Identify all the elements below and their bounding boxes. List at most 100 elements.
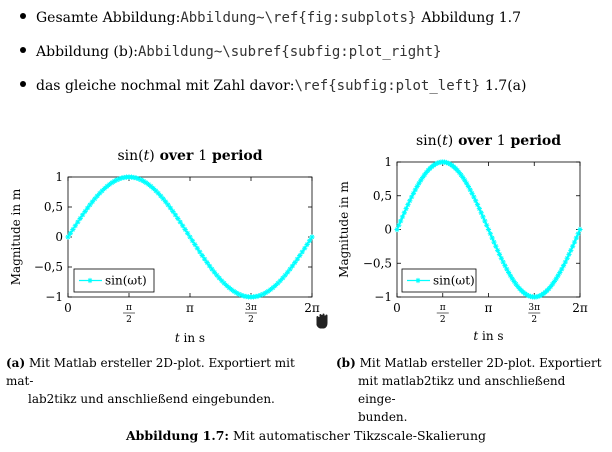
data-point	[99, 188, 105, 194]
data-point	[202, 256, 208, 262]
x-tick-label-denominator: 2	[531, 315, 537, 325]
data-point	[277, 278, 283, 284]
data-point	[398, 218, 404, 224]
x-tick-label: 2π	[572, 301, 588, 315]
x-tick-label-numerator: 3π	[528, 303, 540, 313]
data-point	[473, 198, 479, 204]
data-point	[524, 292, 530, 298]
data-point	[469, 190, 475, 196]
x-axis-label: t in s	[473, 329, 503, 343]
data-point	[573, 235, 579, 241]
data-point	[131, 174, 137, 181]
data-point	[423, 169, 429, 176]
x-tick-label: π	[485, 301, 493, 315]
data-point	[294, 256, 300, 262]
data-point	[418, 177, 424, 183]
subfigure-b: sin(t) over 1 period 0 π 2 π 3π 2 2π 1 0,5 0 −0,5 −1…	[337, 133, 588, 343]
data-point	[487, 231, 493, 237]
data-point	[420, 174, 426, 181]
data-point	[141, 178, 147, 184]
data-point	[155, 190, 161, 196]
data-point	[414, 183, 420, 190]
legend-box	[401, 268, 477, 293]
data-point	[568, 247, 574, 253]
chart-title: sin(t) over 1 period	[416, 133, 561, 149]
data-point	[111, 178, 117, 184]
data-point	[394, 226, 400, 233]
data-point	[432, 161, 439, 167]
data-point	[482, 218, 488, 224]
data-point	[405, 202, 411, 208]
data-point	[197, 249, 203, 255]
data-point	[493, 243, 499, 249]
data-point	[89, 199, 95, 205]
data-point	[82, 208, 88, 215]
data-point	[544, 287, 550, 294]
data-point	[297, 252, 303, 259]
x-tick-label-denominator: 2	[440, 315, 446, 325]
chart-title: sin(t) over 1 period	[117, 148, 262, 164]
data-point	[506, 269, 512, 276]
latex-code: \ref{subfig:plot_left}	[294, 78, 480, 94]
data-point	[309, 234, 315, 240]
y-axis-label: Magnitude in m	[9, 188, 23, 285]
data-point	[410, 190, 417, 196]
data-point	[571, 239, 578, 245]
data-point	[143, 180, 149, 186]
bullet-dot	[20, 81, 26, 87]
data-point	[233, 290, 239, 296]
data-point	[553, 276, 559, 282]
data-point	[133, 175, 139, 181]
data-point	[216, 275, 222, 281]
data-point	[145, 181, 152, 188]
data-point	[500, 259, 506, 265]
data-point	[280, 275, 286, 281]
data-point	[72, 223, 78, 229]
bullet-item: das gleiche nochmal mit Zahl davor: \ref…	[20, 78, 526, 94]
y-tick-label: 0,5	[373, 189, 392, 203]
x-tick-label-numerator: π	[440, 303, 446, 313]
subfigure-a: sin(t) over 1 period 0 π 2 π 3π 2 2π 1 0,5 0 −0,5 −1…	[0, 0, 330, 345]
data-point	[255, 293, 261, 299]
data-point	[445, 160, 451, 166]
data-point	[228, 286, 235, 293]
data-point	[219, 278, 225, 284]
data-point	[267, 286, 274, 293]
data-point	[546, 286, 552, 292]
data-point	[474, 202, 481, 208]
y-tick-label: −0,5	[363, 256, 392, 270]
data-point	[172, 212, 178, 218]
data-point	[265, 288, 271, 294]
hand-grab-icon	[315, 312, 329, 330]
legend: sin(ωt)	[73, 268, 155, 293]
data-point	[211, 269, 217, 275]
data-point	[287, 266, 293, 272]
figure-caption-label: Abbildung 1.7:	[125, 428, 230, 443]
data-point	[165, 202, 171, 208]
data-point	[560, 263, 567, 269]
data-point	[548, 283, 554, 290]
bullet-text: Abbildung (b):	[36, 44, 138, 60]
data-point	[557, 269, 563, 276]
data-point	[399, 214, 406, 220]
latex-code: Abbildung~\subref{subfig:plot_right}	[138, 44, 442, 60]
data-point	[194, 245, 200, 251]
reference-result: Abbildung 1.7	[421, 10, 521, 26]
bullet-item: Gesamte Abbildung: Abbildung~\ref{fig:su…	[20, 10, 521, 26]
data-point	[478, 210, 484, 216]
data-point	[182, 226, 188, 233]
data-point	[221, 280, 227, 286]
x-tick-label: 0	[393, 301, 401, 315]
bullet-item: Abbildung (b): Abbildung~\subref{subfig:…	[20, 44, 441, 60]
data-point	[403, 206, 409, 212]
data-point	[577, 226, 583, 233]
data-point	[160, 196, 166, 202]
reference-result: 1.7(a)	[484, 78, 527, 94]
legend: sin(ωt)	[401, 268, 477, 293]
data-point	[84, 205, 91, 211]
data-point	[559, 266, 565, 272]
y-tick-label: 1	[384, 155, 392, 169]
y-tick-label: −1	[374, 290, 392, 304]
data-point	[434, 160, 440, 166]
